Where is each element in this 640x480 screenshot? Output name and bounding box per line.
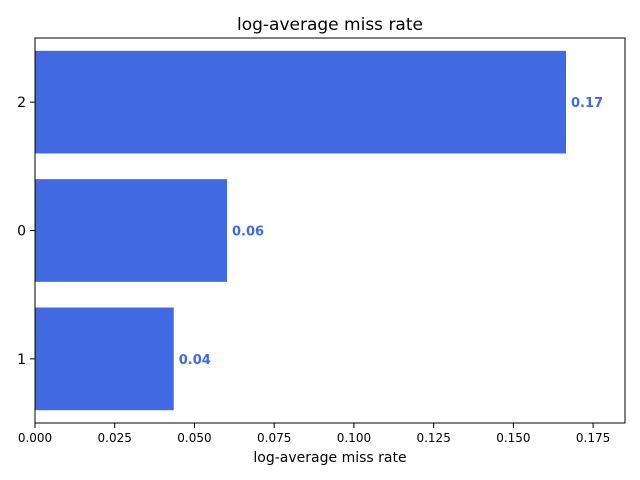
x-tick-label: 0.150 [496,431,530,445]
y-tick-label: 2 [17,95,26,111]
x-tick-label: 0.000 [18,431,52,445]
x-tick-label: 0.125 [416,431,450,445]
plot-frame [34,37,626,424]
x-tick-label: 0.075 [257,431,291,445]
x-axis-label: log-average miss rate [253,450,406,466]
x-tick-label: 0.100 [337,431,371,445]
y-tick-label: 0 [17,224,26,240]
x-tick-label: 0.175 [576,431,610,445]
bar [35,179,227,282]
chart-title: log-average miss rate [237,15,423,35]
plot-area: 0.04 1 0.06 0 0.17 2 0.000 0.025 0.050 0.075 0.100… [17,50,610,445]
y-tick-label: 1 [17,352,26,368]
x-tick-label: 0.050 [177,431,211,445]
x-tick-label: 0.025 [98,431,132,445]
bar [35,307,174,411]
data-label: 0.06 [232,225,264,240]
data-label: 0.04 [179,353,211,368]
data-label: 0.17 [571,96,603,111]
bar [35,50,566,154]
